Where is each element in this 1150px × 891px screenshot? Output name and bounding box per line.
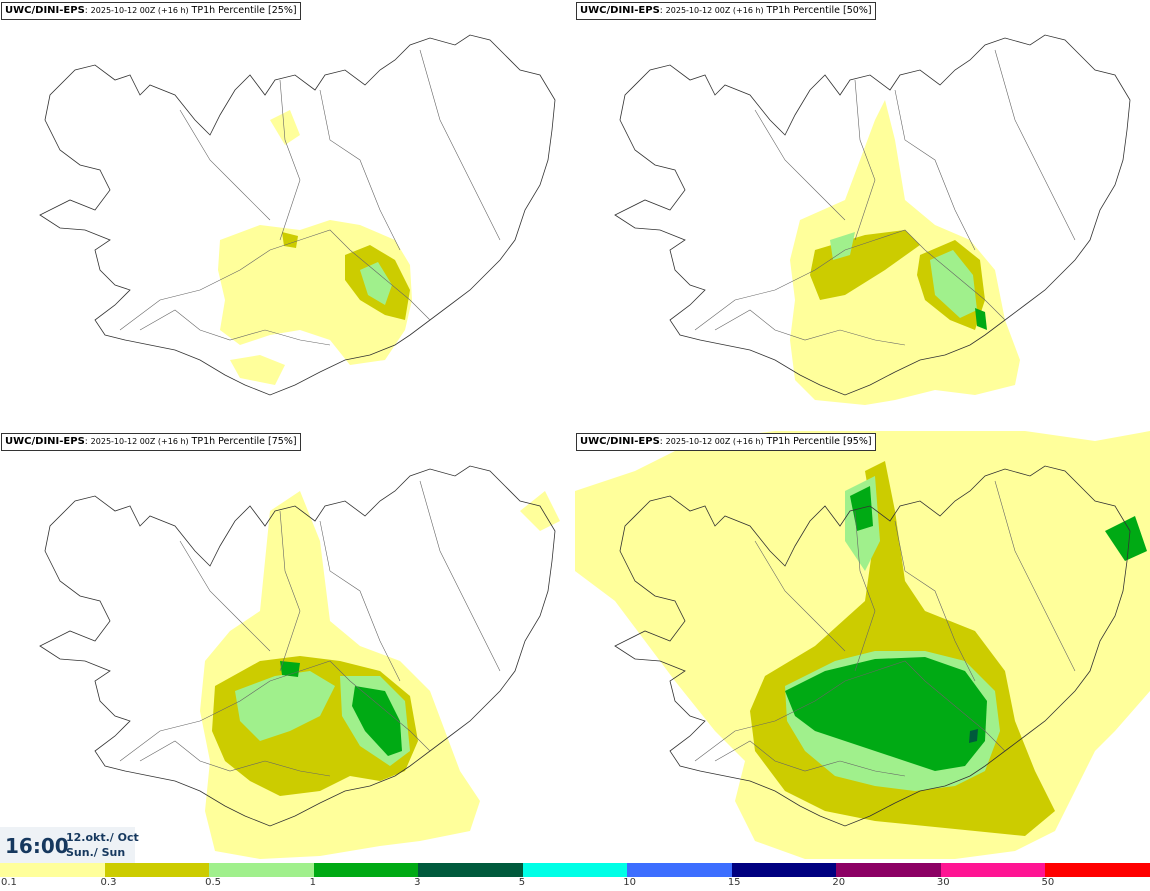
legend-tick-label: 30 [936,877,950,888]
legend-tick-label: 10 [623,877,636,888]
valid-time: 16:00 [5,834,69,858]
run-info: 2025-10-12 00Z (+16 h) [665,437,764,446]
legend-tick-label: 20 [832,877,846,888]
legend-swatch [418,863,523,877]
precip-map-p25 [39,34,556,396]
legend-tick-label: 3 [414,877,421,888]
legend-tick-label: 0.5 [205,877,221,888]
legend-tick-label: 0.1 [1,877,17,888]
panel-title: UWC/DINI-EPS: 2025-10-12 00Z (+16 h) TP1… [1,433,301,451]
precip-map-p95 [575,431,1150,859]
legend-swatch [522,863,628,877]
model-name: UWC/DINI-EPS [5,5,85,16]
map-panel-p25: UWC/DINI-EPS: 2025-10-12 00Z (+16 h) TP1… [0,0,575,430]
color-legend-bar [0,863,1150,877]
param-name: TP1h Percentile [75%] [191,436,297,447]
run-info: 2025-10-12 00Z (+16 h) [90,6,189,15]
valid-date-line2: Sun./ Sun [66,846,126,859]
param-name: TP1h Percentile [25%] [191,5,297,16]
map-panel-p50: UWC/DINI-EPS: 2025-10-12 00Z (+16 h) TP1… [575,0,1150,430]
panel-title: UWC/DINI-EPS: 2025-10-12 00Z (+16 h) TP1… [576,2,876,20]
legend-swatch [836,863,941,877]
map-panel-p75: UWC/DINI-EPS: 2025-10-12 00Z (+16 h) TP1… [0,431,575,861]
param-name: TP1h Percentile [95%] [766,436,872,447]
legend-swatch [209,863,314,877]
run-info: 2025-10-12 00Z (+16 h) [665,6,764,15]
color-legend-ticks: 0.1 0.3 0.5 1 3 5 10 15 20 30 50 [0,877,1150,891]
valid-time-box [0,827,135,863]
legend-swatch [104,863,210,877]
run-info: 2025-10-12 00Z (+16 h) [90,437,189,446]
legend-swatch [940,863,1046,877]
legend-tick-label: 5 [518,877,526,888]
legend-tick-label: 1 [309,877,316,888]
legend-swatch [313,863,419,877]
panel-title: UWC/DINI-EPS: 2025-10-12 00Z (+16 h) TP1… [1,2,301,20]
model-name: UWC/DINI-EPS [5,436,85,447]
precip-map-p50 [614,34,1131,405]
legend-swatch [627,863,732,877]
legend-swatch [0,863,105,877]
valid-date-line1: 12.okt./ Oct [66,831,139,844]
model-name: UWC/DINI-EPS [580,5,660,16]
precip-map-p75 [39,465,560,859]
legend-swatch [1045,863,1150,877]
param-name: TP1h Percentile [50%] [766,5,872,16]
legend-tick-label: 15 [727,877,741,888]
panel-title: UWC/DINI-EPS: 2025-10-12 00Z (+16 h) TP1… [576,433,876,451]
legend-swatch [731,863,837,877]
legend-tick-label: 0.3 [100,877,117,888]
model-name: UWC/DINI-EPS [580,436,660,447]
map-panel-p95: UWC/DINI-EPS: 2025-10-12 00Z (+16 h) TP1… [575,431,1150,861]
legend-tick-label: 50 [1041,877,1055,888]
